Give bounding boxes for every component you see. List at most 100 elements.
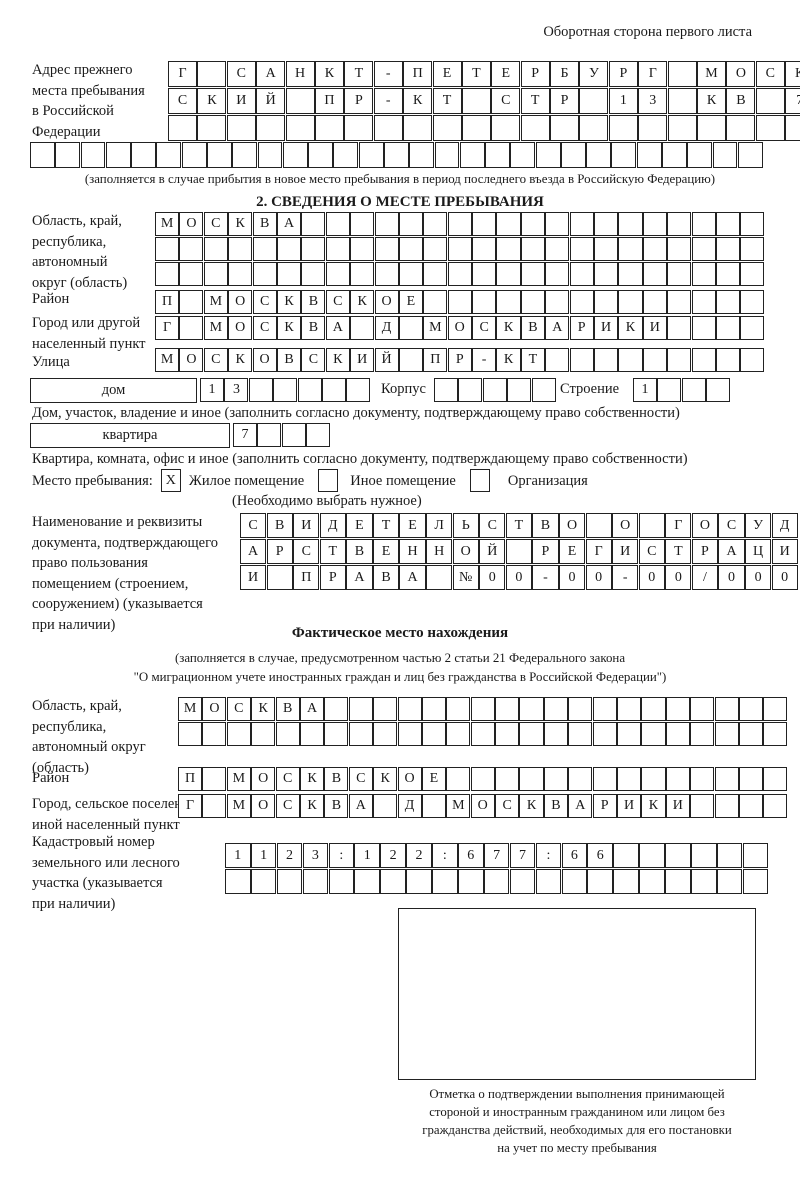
s2-region-r1-cell-17[interactable] <box>569 212 594 236</box>
prev-addr-r4-cell-12[interactable] <box>333 142 359 168</box>
s2-region-r1-cell-5[interactable]: А <box>276 212 302 236</box>
s2-region-r3-cell-3[interactable] <box>228 262 253 286</box>
al-region-r1-cell-8[interactable] <box>373 697 398 721</box>
s2-doc-r3-cell-9[interactable]: 0 <box>479 565 506 590</box>
al-district-cell-23[interactable] <box>738 767 764 791</box>
al-region-r2-cell-0[interactable] <box>178 722 203 746</box>
al-region-r1-cell-0[interactable]: М <box>178 697 203 721</box>
prev-addr-r4-cell-9[interactable] <box>257 142 283 168</box>
s2-doc-r2-cell-17[interactable]: Р <box>691 539 719 564</box>
s2-doc-r2-cell-9[interactable]: Й <box>479 539 506 564</box>
s2-doc-r1-cell-2[interactable]: И <box>293 513 320 538</box>
al-district-cell-5[interactable]: К <box>299 767 325 791</box>
al-region-r1-cell-21[interactable] <box>690 697 715 721</box>
s2-region-r1-cell-11[interactable] <box>423 212 448 236</box>
al-region-r2-cell-1[interactable] <box>202 722 227 746</box>
s2-district-cell-16[interactable] <box>545 290 570 314</box>
s2-doc-r1-cell-1[interactable]: В <box>266 513 293 538</box>
stroenie-cells[interactable]: 1 <box>633 378 731 402</box>
s2-stroenie-cell-3[interactable] <box>706 378 731 402</box>
al-region-r2-cell-23[interactable] <box>738 722 764 746</box>
s2-city-cell-10[interactable] <box>398 316 423 340</box>
s2-street-cell-24[interactable] <box>740 348 765 372</box>
al-region-r1-cell-19[interactable] <box>641 697 666 721</box>
al-cadastral-r1-cell-12[interactable]: : <box>535 843 562 868</box>
s2-street-cell-22[interactable] <box>691 348 716 372</box>
s2-city-cell-14[interactable]: К <box>496 316 521 340</box>
s2-stroenie-cell-0[interactable]: 1 <box>633 378 658 402</box>
s2-flat-cell-1[interactable] <box>257 423 282 447</box>
al-cadastral-r2-cell-9[interactable] <box>458 869 484 894</box>
s2-district-cell-23[interactable] <box>715 290 741 314</box>
prev-addr-r4-cell-20[interactable] <box>535 142 561 168</box>
s2-region-r2-cell-18[interactable] <box>594 237 619 261</box>
prev-addr-r4-cell-6[interactable] <box>181 142 207 168</box>
s2-street-cell-2[interactable]: С <box>203 348 228 372</box>
s2-region-r2-cell-11[interactable] <box>423 237 448 261</box>
al-cadastral-r2-cell-15[interactable] <box>613 869 639 894</box>
s2-region-r3-cell-13[interactable] <box>472 262 497 286</box>
s2-street-cell-15[interactable]: Т <box>520 348 545 372</box>
s2-doc-r2-cell-7[interactable]: Н <box>426 539 453 564</box>
s2-doc-r2-cell-16[interactable]: Т <box>665 539 692 564</box>
cadastral-row-2[interactable] <box>225 869 769 894</box>
s2-region-r3-cell-24[interactable] <box>740 262 765 286</box>
s2-doc-r2-cell-13[interactable]: Г <box>585 539 612 564</box>
al-city-cell-8[interactable] <box>373 794 398 818</box>
s2-city-cell-4[interactable]: С <box>252 316 277 340</box>
al-region-r2-cell-5[interactable] <box>299 722 325 746</box>
s2-region-r3-cell-20[interactable] <box>642 262 667 286</box>
prev-addr-r3-cell-21[interactable] <box>785 115 800 141</box>
s2-district-cell-1[interactable] <box>179 290 204 314</box>
s2-region-r3-cell-7[interactable] <box>325 262 350 286</box>
s2-doc-r2-cell-20[interactable]: И <box>771 539 798 564</box>
al-cadastral-r2-cell-2[interactable] <box>276 869 303 894</box>
s2-doc-r1-cell-10[interactable]: Т <box>505 513 532 538</box>
al-region-r2-cell-6[interactable] <box>324 722 349 746</box>
al-district-cell-14[interactable] <box>519 767 544 791</box>
prev-addr-r4-cell-2[interactable] <box>80 142 106 168</box>
s2-doc-r1-cell-16[interactable]: Г <box>665 513 692 538</box>
al-region-r1-cell-16[interactable] <box>568 697 593 721</box>
prev-addr-r4-cell-19[interactable] <box>510 142 536 168</box>
prev-addr-r2-cell-10[interactable] <box>461 88 491 114</box>
s2-city-cell-9[interactable]: Д <box>374 316 399 340</box>
s2-doc-r1-cell-11[interactable]: В <box>532 513 559 538</box>
al-city-cell-22[interactable] <box>714 794 739 818</box>
s2-city-cell-18[interactable]: И <box>594 316 619 340</box>
prev-addr-r3-cell-12[interactable] <box>520 115 550 141</box>
prev-addr-r4-cell-16[interactable] <box>434 142 460 168</box>
al-cadastral-r1-cell-1[interactable]: 1 <box>250 843 277 868</box>
al-city-cell-3[interactable]: О <box>251 794 276 818</box>
s2-doc-r2-cell-19[interactable]: Ц <box>744 539 772 564</box>
s2-city-cell-20[interactable]: И <box>642 316 667 340</box>
s2-region-r1-cell-2[interactable]: С <box>203 212 228 236</box>
prev-addr-r2-cell-14[interactable] <box>579 88 609 114</box>
prev-addr-r2-cell-6[interactable]: Р <box>344 88 374 114</box>
s2-doc-r1-cell-6[interactable]: Е <box>399 513 426 538</box>
al-region-r2-cell-9[interactable] <box>397 722 422 746</box>
s2-house-cell-3[interactable] <box>273 378 298 402</box>
al-district-cell-18[interactable] <box>617 767 642 791</box>
al-region-r2-cell-8[interactable] <box>373 722 398 746</box>
prev-addr-r4-cell-21[interactable] <box>560 142 586 168</box>
prev-addr-r4-cell-24[interactable] <box>636 142 662 168</box>
al-region-r2-cell-15[interactable] <box>543 722 568 746</box>
al-region-r1-cell-23[interactable] <box>738 697 764 721</box>
al-cadastral-r1-cell-6[interactable]: 2 <box>380 843 406 868</box>
al-cadastral-r2-cell-7[interactable] <box>406 869 432 894</box>
s2-doc-r1-cell-0[interactable]: С <box>240 513 267 538</box>
s2-doc-r3-cell-10[interactable]: 0 <box>505 565 532 590</box>
al-city-cell-20[interactable]: И <box>665 794 690 818</box>
s2-doc-r1-cell-5[interactable]: Т <box>372 513 400 538</box>
al-region-r1-cell-6[interactable] <box>324 697 349 721</box>
prev-addr-r3-cell-18[interactable] <box>697 115 727 141</box>
s2-city-cell-23[interactable] <box>715 316 741 340</box>
al-city-cell-9[interactable]: Д <box>397 794 422 818</box>
s2-stroenie-cell-1[interactable] <box>657 378 682 402</box>
al-cadastral-r1-cell-19[interactable] <box>716 843 743 868</box>
al-district-cell-2[interactable]: М <box>226 767 251 791</box>
s2-city-cell-22[interactable] <box>691 316 716 340</box>
